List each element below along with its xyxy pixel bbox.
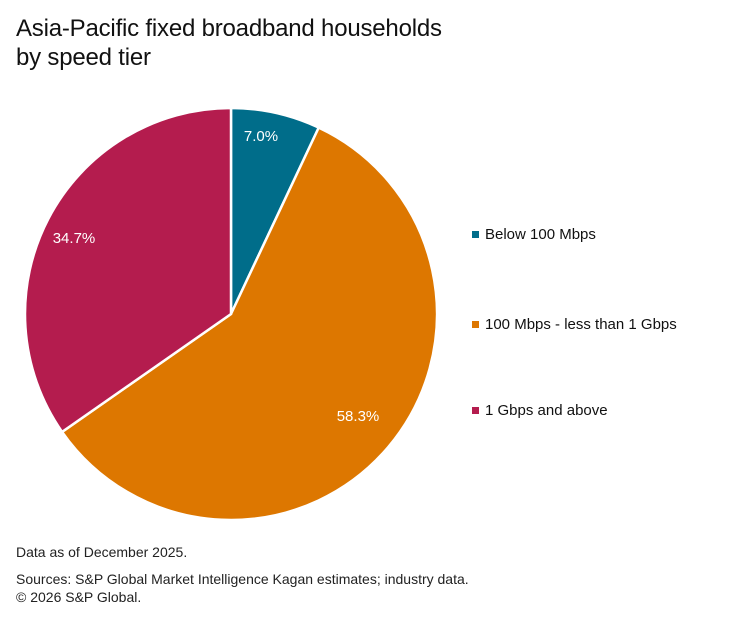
legend-item-below-100mbps: Below 100 Mbps [472, 226, 596, 243]
title-line-2: by speed tier [16, 44, 151, 71]
title-line-1: Asia-Pacific fixed broadband households [16, 15, 442, 42]
legend-swatch [472, 321, 479, 328]
legend-swatch [472, 231, 479, 238]
copyright-note: © 2026 S&P Global. [16, 589, 142, 605]
legend-label: 100 Mbps - less than 1 Gbps [485, 316, 677, 333]
sources-note: Sources: S&P Global Market Intelligence … [16, 571, 469, 587]
slice-label: 7.0% [244, 128, 278, 145]
slice-label: 34.7% [53, 230, 96, 247]
legend-item-1gbps-above: 1 Gbps and above [472, 402, 608, 419]
legend-swatch [472, 407, 479, 414]
pie-slice [60, 125, 439, 522]
data-note: Data as of December 2025. [16, 544, 188, 560]
chart-title: Asia-Pacific fixed broadband households … [16, 14, 442, 72]
legend-item-100mbps-1gbps: 100 Mbps - less than 1 Gbps [472, 316, 677, 333]
legend-label: Below 100 Mbps [485, 226, 596, 243]
legend-label: 1 Gbps and above [485, 402, 608, 419]
pie-slice [23, 106, 233, 434]
slice-label: 58.3% [337, 408, 380, 425]
